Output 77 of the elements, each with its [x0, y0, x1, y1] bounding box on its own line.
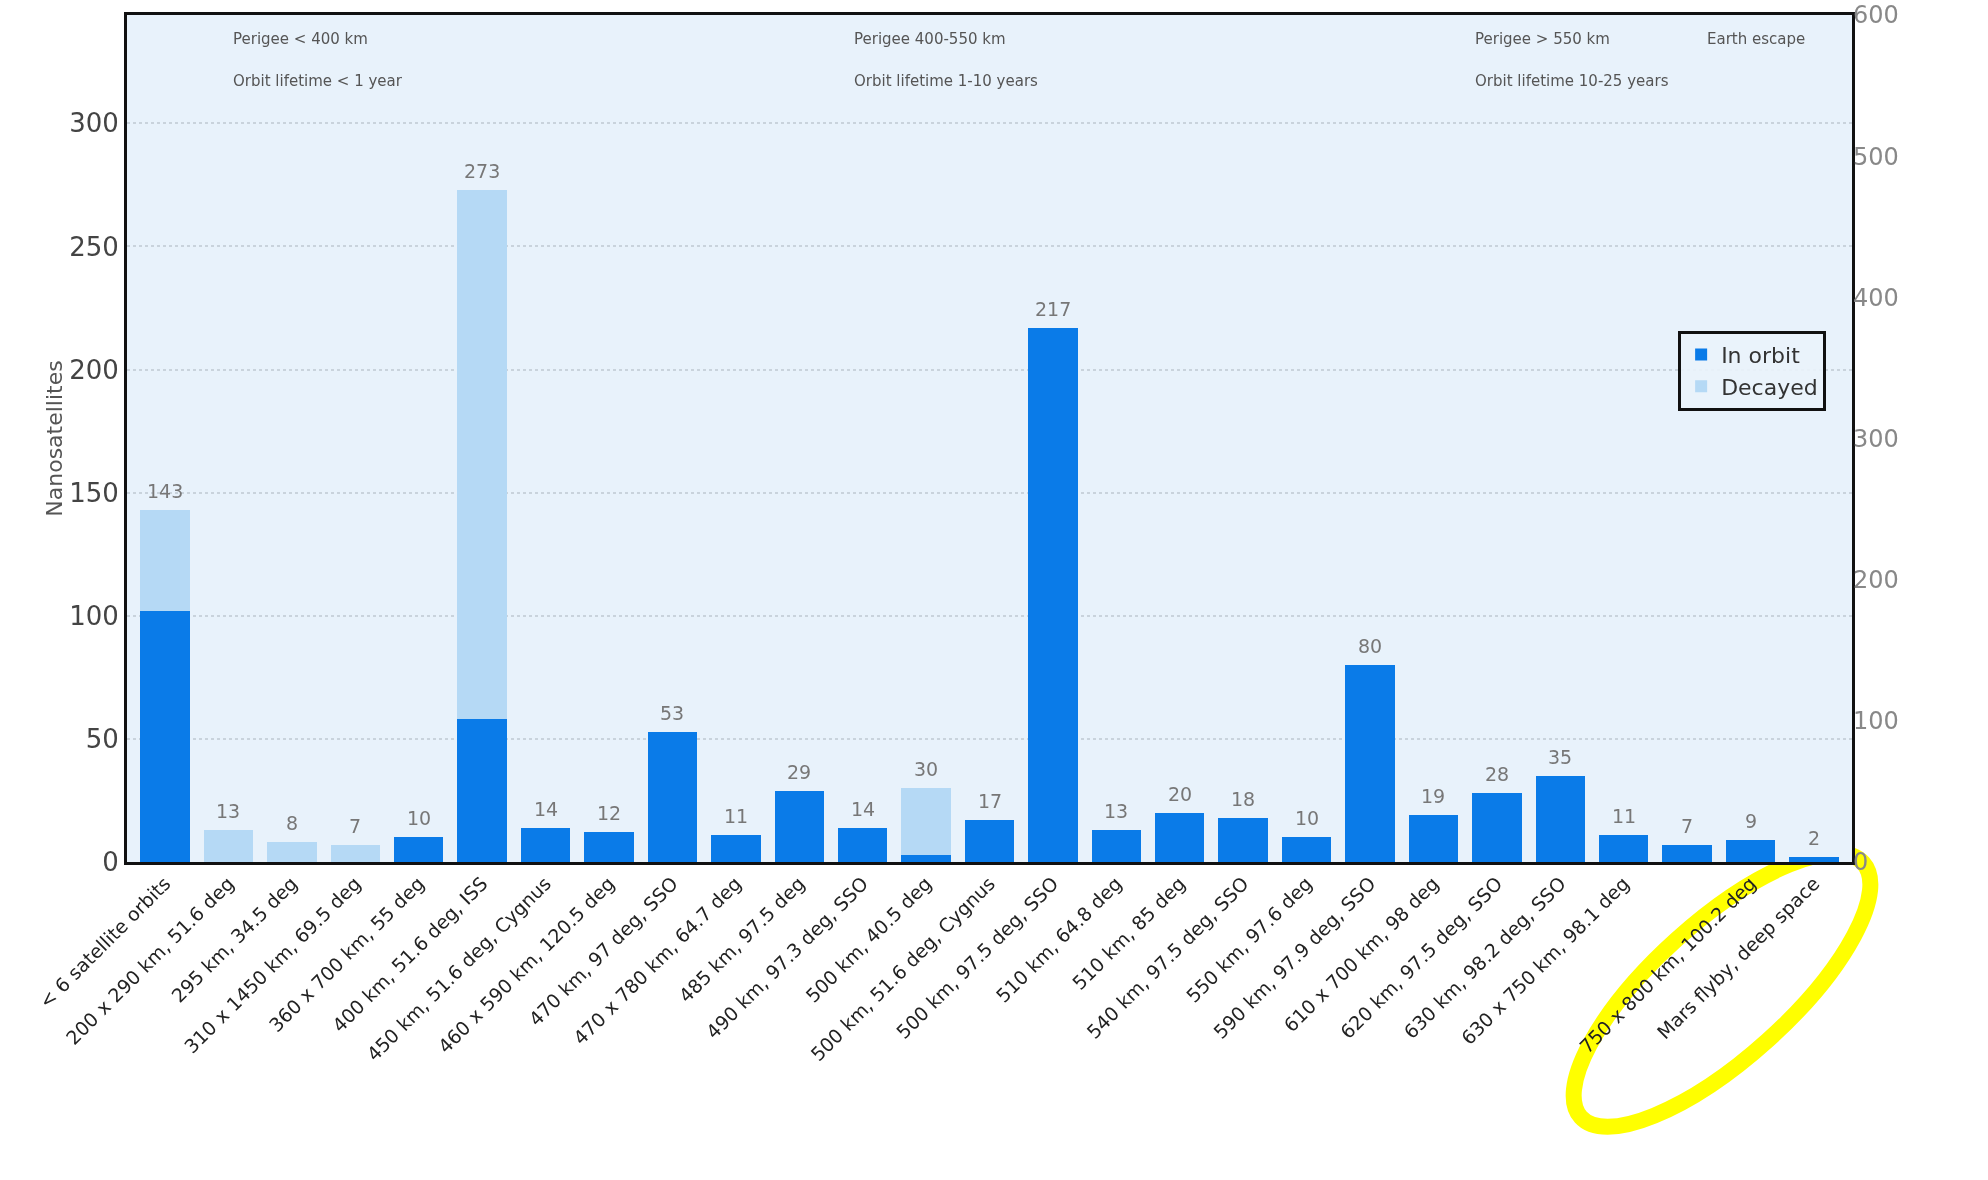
bar [330, 844, 381, 862]
annotation: Perigee < 400 km [233, 30, 368, 48]
total-label: 53 [660, 702, 685, 724]
bar [901, 854, 951, 862]
total-label: 9 [1745, 810, 1758, 832]
bar [1789, 857, 1839, 862]
y-tick-label: 50 [85, 723, 119, 754]
total-label: 35 [1548, 746, 1573, 768]
total-label: 28 [1485, 763, 1510, 785]
bar [1155, 812, 1205, 862]
y-tick-label: 100 [69, 600, 119, 631]
bar [1662, 844, 1712, 862]
total-label: 30 [914, 758, 939, 780]
total-label: 11 [724, 805, 749, 827]
y2-tick-label: 100 [1853, 707, 1899, 736]
total-label: 29 [787, 761, 812, 783]
total-label: 10 [407, 807, 432, 829]
bar [1472, 793, 1522, 862]
total-label: 18 [1231, 788, 1256, 810]
total-label: 7 [349, 815, 362, 837]
total-label: 143 [147, 480, 184, 502]
annotation: Orbit lifetime 10-25 years [1475, 72, 1669, 90]
bar [584, 832, 634, 862]
total-label: 80 [1358, 635, 1383, 657]
total-label: 11 [1612, 805, 1637, 827]
bar [1598, 834, 1649, 862]
bar [711, 834, 761, 862]
bar [1408, 815, 1459, 862]
y-tick-label: 150 [69, 477, 119, 508]
y-axis-title: Nanosatellites [42, 360, 68, 517]
bar [774, 790, 824, 862]
bar [1535, 775, 1586, 862]
total-label: 13 [1104, 800, 1129, 822]
total-label: 20 [1168, 783, 1193, 805]
bar [457, 189, 507, 720]
total-label: 10 [1295, 807, 1320, 829]
annotation: Orbit lifetime 1-10 years [854, 72, 1039, 90]
bar [393, 837, 444, 862]
y-tick-label: 300 [69, 108, 119, 139]
annotation: Perigee 400-550 km [854, 30, 1006, 48]
legend-label: In orbit [1721, 343, 1801, 369]
bar [1345, 665, 1395, 862]
total-label: 12 [597, 802, 622, 824]
bar [203, 829, 254, 862]
total-label: 273 [464, 160, 501, 182]
annotation: Earth escape [1707, 30, 1806, 48]
bar [901, 788, 951, 855]
bar [1281, 837, 1332, 862]
bar [964, 820, 1015, 862]
total-label: 13 [216, 800, 241, 822]
total-label: 14 [851, 798, 876, 820]
bar [140, 509, 190, 611]
legend-label: Decayed [1721, 374, 1818, 400]
total-label: 7 [1681, 815, 1694, 837]
bar [267, 842, 317, 862]
y-tick-label: 250 [69, 231, 119, 262]
y-tick-label: 0 [102, 847, 119, 878]
total-label: 14 [534, 798, 559, 820]
bar [1725, 839, 1776, 862]
bar [837, 827, 888, 862]
bar [520, 827, 571, 862]
total-label: 2 [1808, 827, 1821, 849]
annotation: Orbit lifetime < 1 year [233, 72, 403, 90]
bar [1091, 829, 1142, 862]
total-label: 17 [978, 790, 1003, 812]
total-label: 217 [1035, 298, 1072, 320]
bar [1028, 327, 1078, 862]
total-label: 8 [286, 812, 299, 834]
y2-tick-label: 500 [1853, 142, 1899, 171]
annotation: Perigee > 550 km [1475, 30, 1610, 48]
bar [1218, 817, 1268, 862]
total-label: 19 [1421, 785, 1446, 807]
y-tick-label: 200 [69, 354, 119, 385]
y2-tick-label: 600 [1853, 1, 1899, 30]
bar [647, 731, 698, 862]
bar [140, 610, 190, 862]
bar [457, 719, 507, 862]
